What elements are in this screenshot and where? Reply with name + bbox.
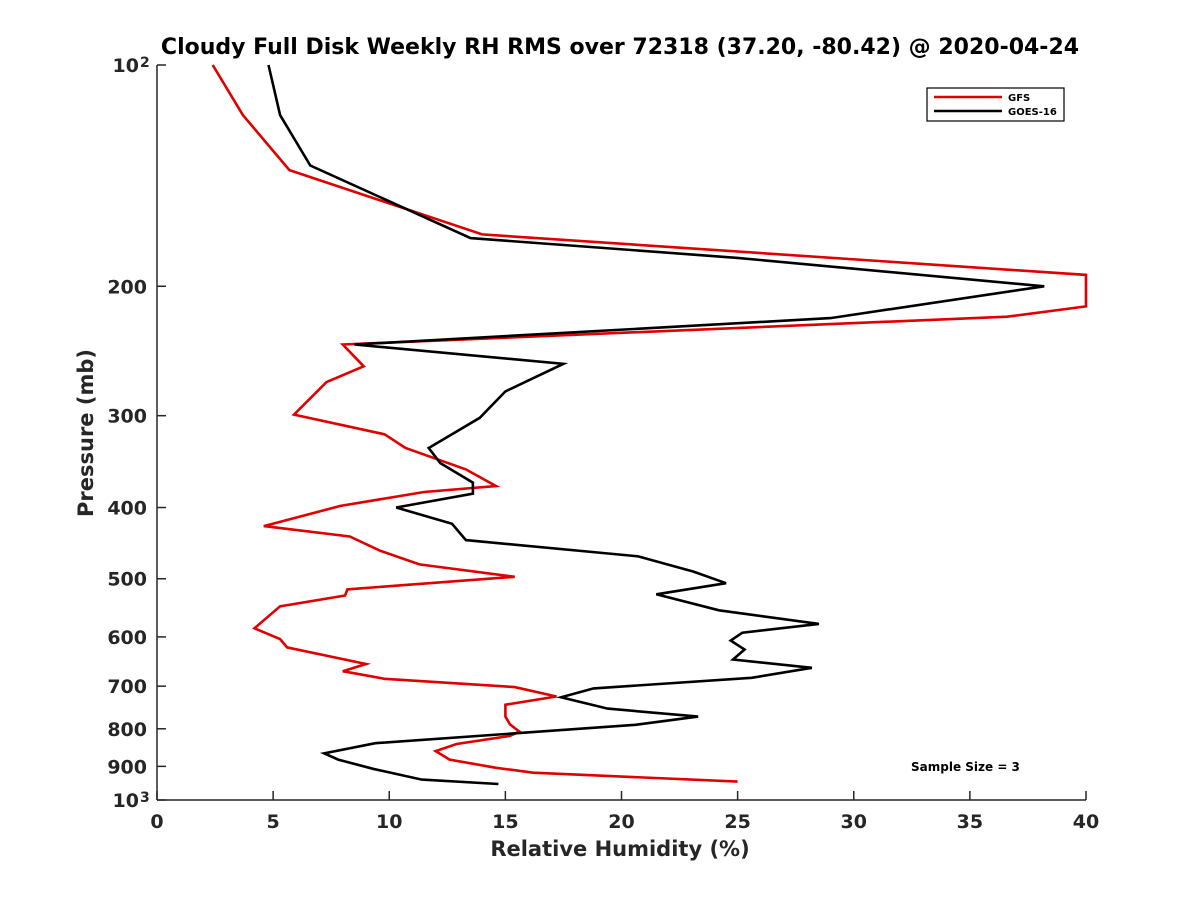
legend-label-goes16: GOES-16 [1008,107,1057,118]
x-tick-label: 30 [841,811,867,833]
y-tick-label: 300 [107,406,147,428]
y-tick-label: 400 [107,498,147,520]
x-tick-label: 25 [724,811,750,833]
x-tick-label: 15 [492,811,518,833]
x-tick-label: 40 [1073,811,1099,833]
legend-label-gfs: GFS [1008,93,1030,104]
y-tick-label: 10 [113,790,139,812]
y-tick-label: 700 [107,676,147,698]
series-line-gfs [211,64,1088,783]
y-tick-label: 800 [107,719,147,741]
y-tick-exponent: 3 [140,790,150,806]
y-tick-label: 200 [107,276,147,298]
y-tick-label: 10 [113,55,139,77]
legend: GFS GOES-16 [926,87,1065,122]
y-axis-label: Pressure (mb) [74,349,98,517]
legend-box [926,87,1065,122]
sample-size-annotation: Sample Size = 3 [911,760,1020,774]
series-line-goes-16 [267,64,1045,786]
y-tick-exponent: 2 [140,55,150,71]
plot-series [211,64,1088,786]
x-axis-label: Relative Humidity (%) [490,837,749,861]
y-tick-label: 900 [107,756,147,778]
x-tick-label: 5 [267,811,280,833]
y-tick-label: 600 [107,627,147,649]
chart-title: Cloudy Full Disk Weekly RH RMS over 7231… [161,35,1079,60]
x-tick-label: 0 [150,811,163,833]
x-tick-label: 35 [957,811,983,833]
x-tick-label: 20 [608,811,634,833]
x-tick-label: 10 [376,811,402,833]
y-tick-label: 500 [107,569,147,591]
